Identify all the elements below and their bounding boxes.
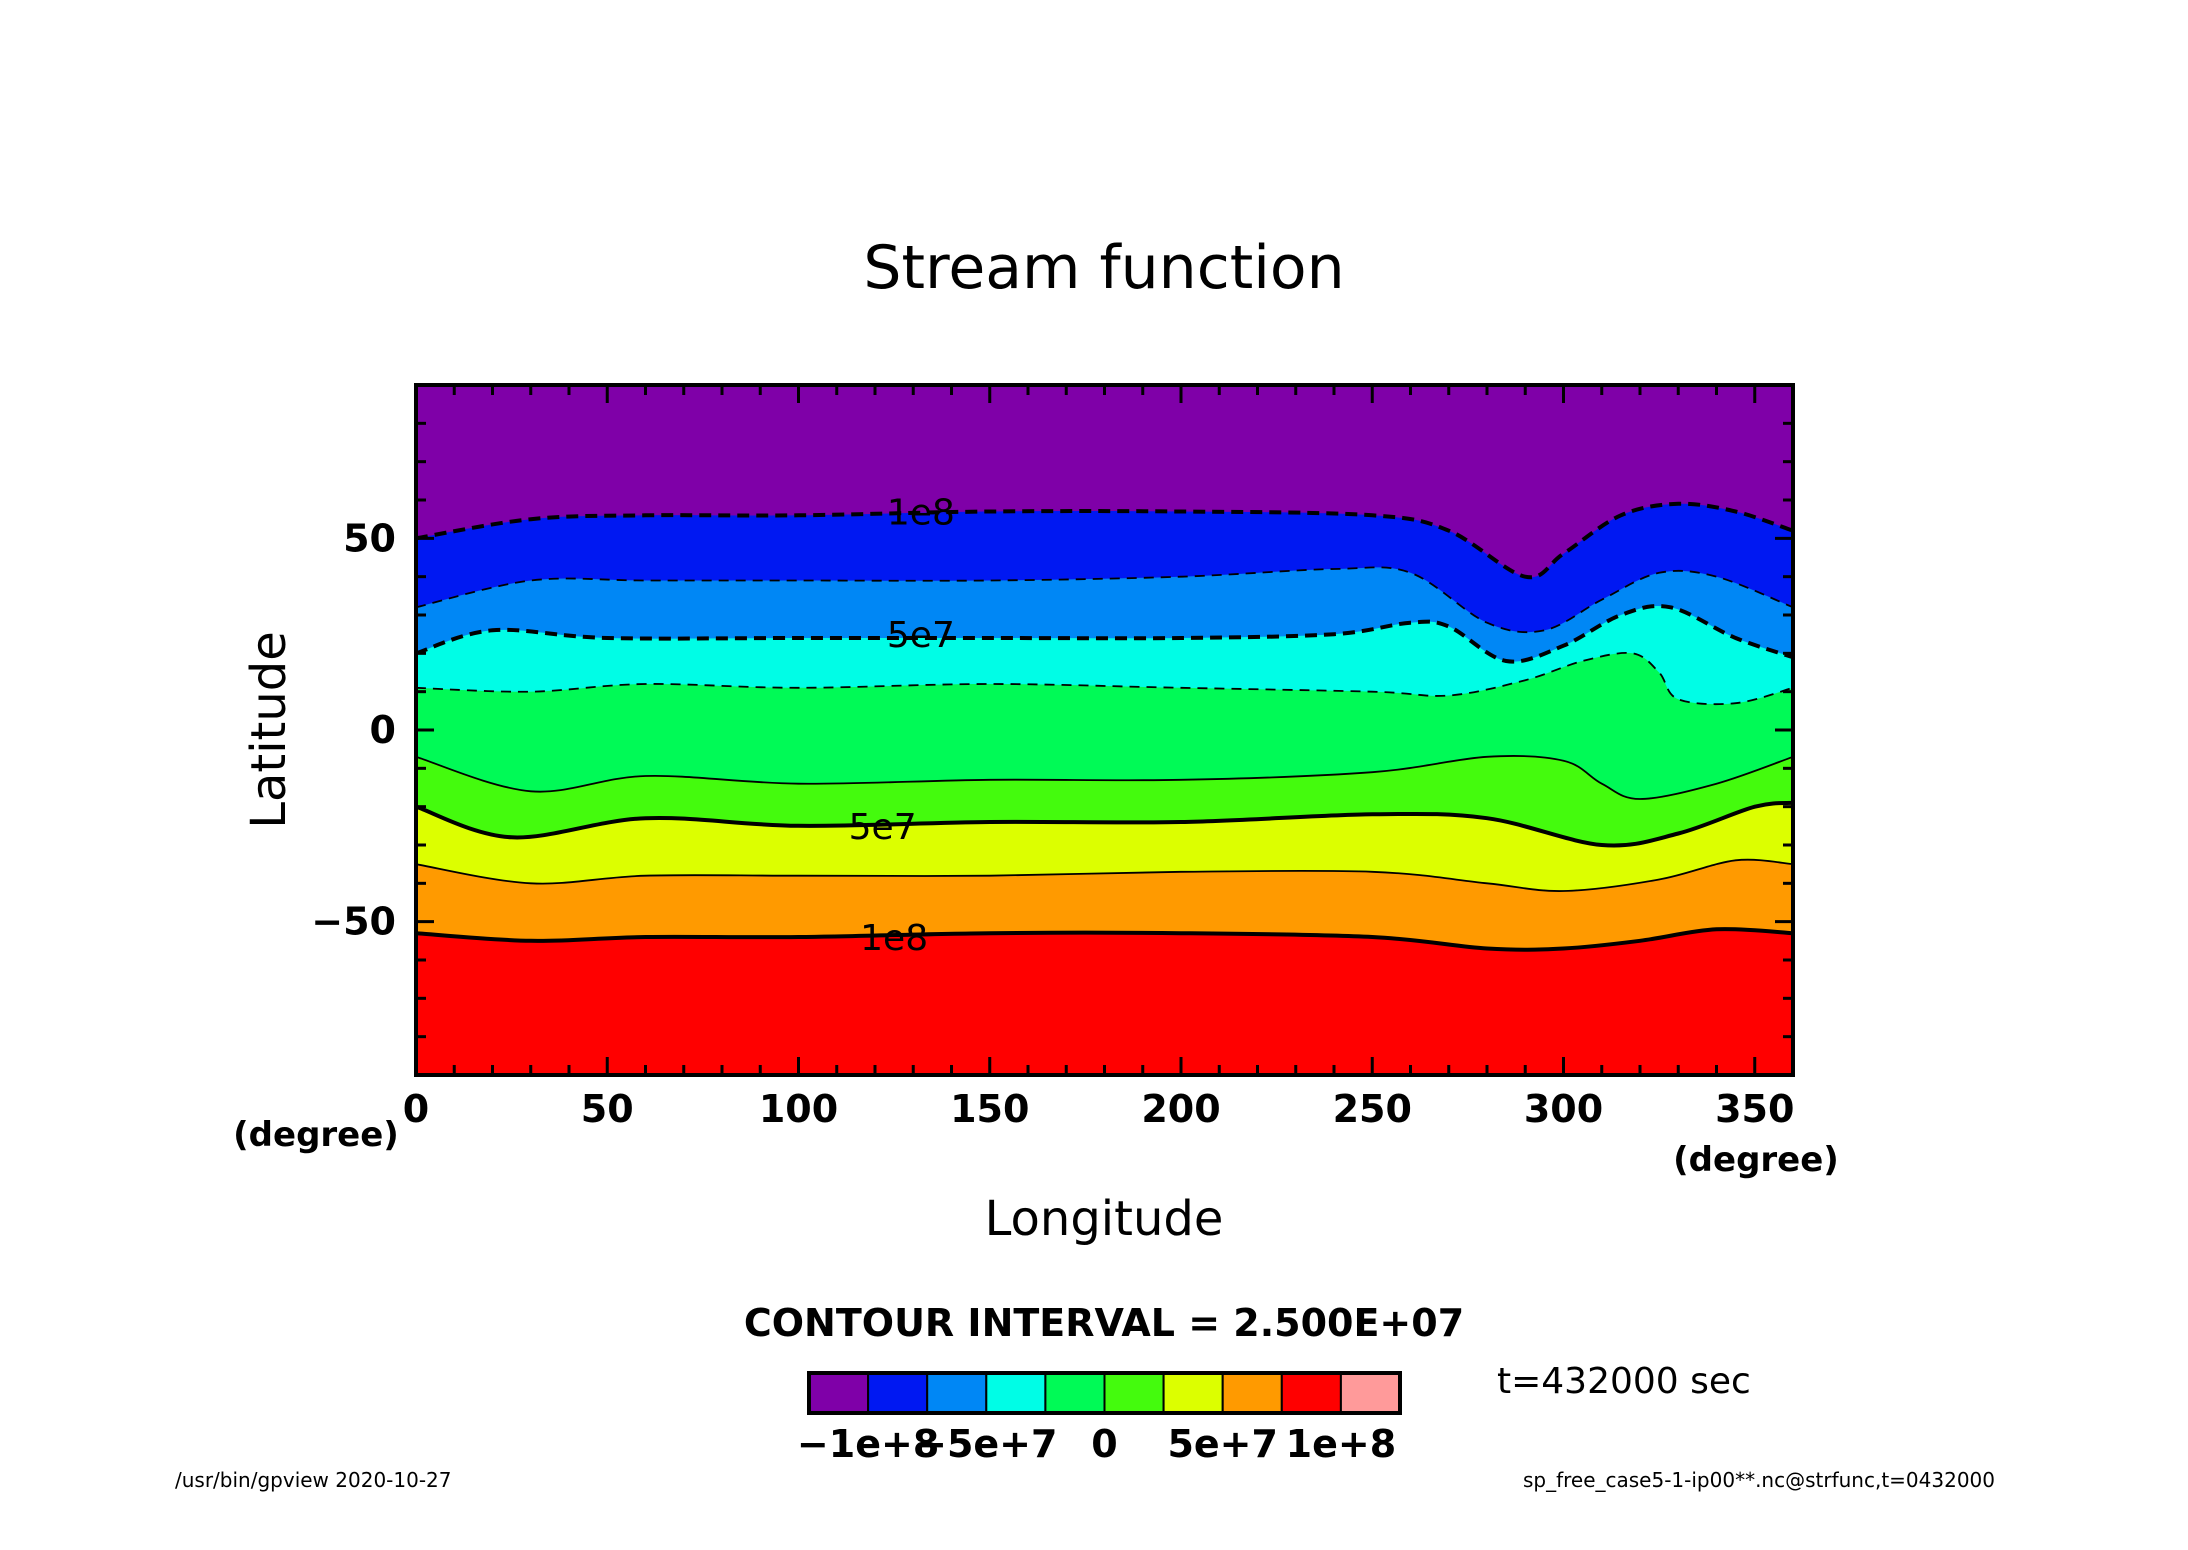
axis-ticks bbox=[414, 385, 1795, 1075]
x-tick-label: 0 bbox=[403, 1087, 429, 1131]
colorbar-swatch-4 bbox=[1044, 1372, 1106, 1414]
contour-labels: 1e8 5e7 5e7 1e8 bbox=[849, 493, 955, 960]
contour-line-6 bbox=[416, 858, 1793, 892]
x-tick-label: 200 bbox=[1141, 1087, 1220, 1131]
colorbar-labels: −1e+8−5e+7 0 5e+7 1e+8 bbox=[797, 1422, 1396, 1466]
x-tick-labels: 0 50 100 150 200 250 300 350 bbox=[403, 1087, 1795, 1131]
y-tick-labels: 50 0 −50 bbox=[311, 516, 396, 943]
fill-band-8 bbox=[416, 929, 1793, 1075]
contour-line-4 bbox=[416, 755, 1793, 800]
colorbar-swatch-1 bbox=[867, 1372, 929, 1414]
x-axis-unit-left: (degree) bbox=[233, 1115, 399, 1155]
colorbar-label-0: −1e+8 bbox=[797, 1422, 939, 1466]
y-axis-title: Latitude bbox=[241, 631, 297, 829]
colorbar-swatch-7 bbox=[1221, 1372, 1283, 1414]
contour-label-0: 1e8 bbox=[887, 493, 955, 534]
chart-title: Stream function bbox=[863, 233, 1344, 303]
colorbar-swatch-5 bbox=[1103, 1372, 1165, 1414]
colorbar-swatch-2 bbox=[926, 1372, 988, 1414]
x-axis-title: Longitude bbox=[985, 1191, 1224, 1247]
contour-line-7 bbox=[416, 927, 1793, 952]
contour-line-0 bbox=[416, 501, 1793, 580]
colorbar-label-1: −5e+7 bbox=[915, 1422, 1057, 1466]
x-tick-label: 100 bbox=[759, 1087, 838, 1131]
y-tick-label: 0 bbox=[370, 708, 396, 752]
y-tick-label: −50 bbox=[311, 900, 396, 944]
colorbar-swatch-8 bbox=[1280, 1372, 1342, 1414]
contour-line-1 bbox=[416, 566, 1793, 634]
x-tick-label: 250 bbox=[1333, 1087, 1412, 1131]
contour-lines bbox=[416, 501, 1793, 952]
colorbar-swatch-9 bbox=[1339, 1372, 1402, 1414]
contour-fills bbox=[416, 385, 1793, 1075]
colorbar-label-2: 0 bbox=[1091, 1422, 1117, 1466]
x-tick-label: 50 bbox=[581, 1087, 634, 1131]
x-tick-label: 300 bbox=[1524, 1087, 1603, 1131]
colorbar-swatch-6 bbox=[1162, 1372, 1224, 1414]
time-label: t=432000 sec bbox=[1497, 1361, 1751, 1402]
contour-line-2 bbox=[416, 604, 1793, 664]
x-tick-label: 350 bbox=[1715, 1087, 1794, 1131]
colorbar-swatch-3 bbox=[985, 1372, 1047, 1414]
contour-interval-note: CONTOUR INTERVAL = 2.500E+07 bbox=[744, 1301, 1464, 1345]
contour-label-3: 1e8 bbox=[860, 918, 928, 959]
footer-right: sp_free_case5-1-ip00**.nc@strfunc,t=0432… bbox=[1523, 1468, 1995, 1492]
colorbar-frame bbox=[807, 1371, 1402, 1415]
contour-label-1: 5e7 bbox=[887, 615, 955, 656]
colorbar-label-4: 1e+8 bbox=[1286, 1422, 1397, 1466]
contour-line-5 bbox=[416, 800, 1793, 848]
y-axis-unit-right: (degree) bbox=[1673, 1140, 1839, 1180]
y-tick-label: 50 bbox=[343, 516, 396, 560]
colorbar bbox=[807, 1371, 1402, 1415]
colorbar-swatch-0 bbox=[808, 1372, 870, 1414]
footer-left: /usr/bin/gpview 2020-10-27 bbox=[175, 1468, 452, 1492]
x-tick-label: 150 bbox=[950, 1087, 1029, 1131]
colorbar-label-3: 5e+7 bbox=[1167, 1422, 1278, 1466]
contour-label-2: 5e7 bbox=[849, 807, 917, 848]
contour-line-3 bbox=[416, 652, 1793, 706]
